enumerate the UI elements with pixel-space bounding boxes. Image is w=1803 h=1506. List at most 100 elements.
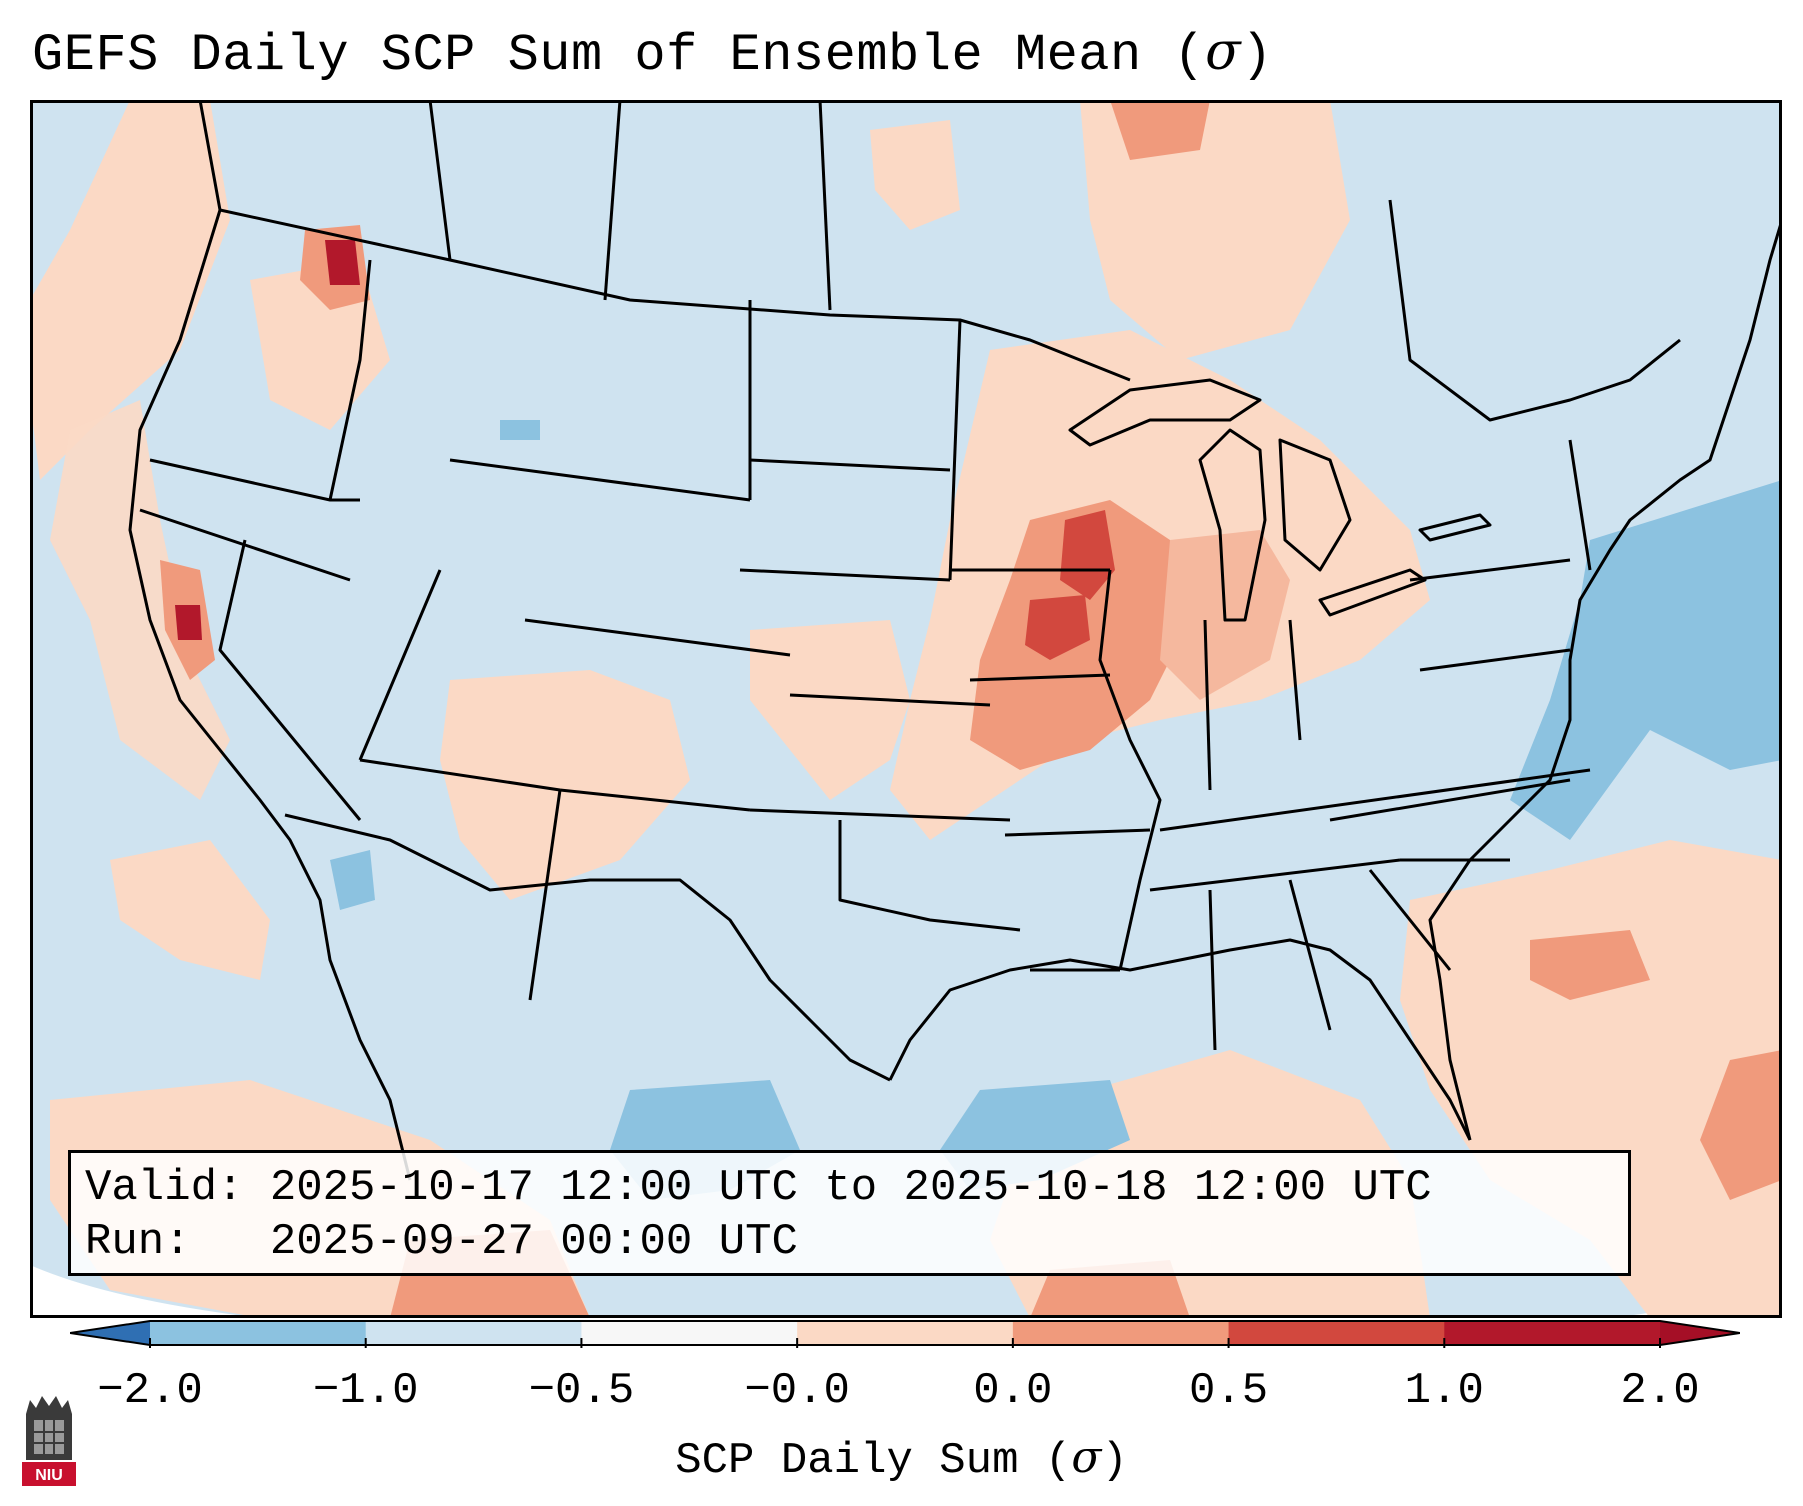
negative-area-wyoming <box>500 420 540 440</box>
state-line-nv-ut <box>358 569 442 761</box>
great-lake-michigan <box>1198 428 1267 622</box>
title-sigma: σ <box>1205 22 1242 82</box>
colorbar-segment <box>1228 1321 1445 1345</box>
state-line-nv-ca <box>218 539 362 821</box>
border-us-mexico <box>284 813 891 1082</box>
logo-text: NIU <box>35 1467 63 1484</box>
positive-area-west-coast <box>50 400 230 800</box>
colorbar-under-arrow <box>70 1321 150 1345</box>
logo-badge <box>22 1462 76 1486</box>
state-line-va-nc <box>1329 778 1571 822</box>
coastline-atlantic <box>1428 219 1782 1141</box>
border-alberta-sask <box>428 100 452 261</box>
border-nd-mn-west <box>818 100 832 311</box>
state-line-ks-ok <box>749 808 1011 822</box>
state-line-pa-ny <box>1409 558 1571 582</box>
valid-run-info-box: Valid: 2025-10-17 12:00 UTC to 2025-10-1… <box>68 1150 1631 1276</box>
great-lake-ontario <box>1418 513 1492 542</box>
colorbar-tick-label: −2.0 <box>97 1366 203 1416</box>
projection-edge-left <box>30 1265 260 1318</box>
state-line-al-ga <box>1288 879 1332 1031</box>
map-frame <box>30 100 1782 1318</box>
positive-area-plains <box>750 620 910 800</box>
moderate-area-canada <box>1110 100 1210 160</box>
colorbar-tick-label: −1.0 <box>312 1366 419 1416</box>
state-line-co-nm <box>559 788 751 812</box>
state-line-pa-south <box>1419 648 1571 672</box>
colorbar-tick-label: 2.0 <box>1620 1366 1700 1416</box>
colorbar-label-text: SCP Daily Sum ( <box>675 1436 1072 1486</box>
logo-windows <box>34 1420 64 1454</box>
colorbar-segment <box>365 1321 582 1345</box>
run-value: 2025-09-27 00:00 UTC <box>269 1217 798 1267</box>
strong-area-wash <box>325 240 360 285</box>
state-line-wy-co <box>524 618 791 657</box>
positive-area-southwest <box>440 670 690 900</box>
state-line-sd-ne <box>739 568 951 582</box>
state-line-dakota-mn <box>948 319 962 581</box>
colorbar-segment <box>150 1321 367 1345</box>
strong-area-iowa <box>1060 510 1115 600</box>
state-line-il-in <box>1203 619 1212 791</box>
map-panel <box>30 100 1782 1318</box>
colorbar-over-arrow <box>1660 1321 1740 1345</box>
state-line-ut-az <box>359 758 561 792</box>
state-line-ny-new-england <box>1568 439 1592 571</box>
colorbar-tick-label: 0.5 <box>1188 1366 1269 1416</box>
title-close: ) <box>1241 26 1273 85</box>
colorbar-segment <box>1012 1321 1230 1345</box>
moderate-area-atlantic-east <box>1700 1050 1782 1200</box>
state-line-az-nm <box>528 789 562 1001</box>
state-line-nd-sd <box>749 458 951 472</box>
colorbar-tick-label: 0.0 <box>973 1366 1053 1416</box>
border-sask-man <box>603 100 622 301</box>
niu-logo: NIU <box>22 1396 76 1486</box>
positive-area-canada-west <box>870 120 960 230</box>
negative-area-baja <box>330 850 375 910</box>
state-boundaries <box>128 100 1782 1181</box>
state-line-mt-wy <box>449 458 751 502</box>
state-line-ne-ks <box>789 693 991 707</box>
positive-area-atlantic <box>1400 840 1782 1318</box>
coastline-west <box>128 100 412 1181</box>
negative-area-atlantic <box>1510 480 1782 840</box>
colorbar-label-close: ) <box>1101 1436 1128 1486</box>
state-line-mississippi-river <box>1098 569 1162 971</box>
great-lake-huron <box>1278 438 1352 572</box>
state-line-mo-ar <box>1004 828 1151 837</box>
colorbar-tick-label: 1.0 <box>1404 1366 1484 1416</box>
state-line-in-oh <box>1288 619 1302 741</box>
great-lake-superior <box>1068 378 1262 447</box>
title-text: GEFS Daily SCP Sum of Ensemble Mean ( <box>32 26 1206 85</box>
valid-row: Valid: 2025-10-17 12:00 UTC to 2025-10-1… <box>85 1161 1614 1215</box>
colorbar-tick-label: −0.5 <box>528 1366 635 1416</box>
strong-area-california <box>175 605 202 640</box>
positive-area-pacific-nw <box>30 100 230 480</box>
border-us-canada <box>219 208 1131 382</box>
colorbar-tick-label: −0.0 <box>744 1366 850 1416</box>
colorbar-segment <box>797 1321 1014 1345</box>
state-line-ok-tx <box>838 820 1021 932</box>
border-canada-east <box>1388 199 1681 422</box>
valid-value: 2025-10-17 12:00 UTC to 2025-10-18 12:00… <box>269 1163 1432 1213</box>
valid-label: Valid: <box>85 1163 244 1213</box>
colorbar-segment <box>1444 1321 1661 1345</box>
coastline-gulf <box>888 938 1472 1141</box>
state-line-ms-al <box>1208 889 1217 1051</box>
run-label: Run: <box>85 1217 191 1267</box>
run-row: Run: 2025-09-27 00:00 UTC <box>85 1215 1614 1269</box>
strong-area-missouri <box>1025 595 1090 660</box>
state-line-idaho-east <box>328 259 372 501</box>
moderate-area-atlantic-mid <box>1530 930 1650 1000</box>
state-line-ia-mo <box>969 673 1111 682</box>
colorbar-label: SCP Daily Sum (σ) <box>0 1432 1803 1486</box>
colorbar-segment <box>581 1321 798 1345</box>
state-line-ga-sc <box>1368 869 1452 971</box>
great-lake-erie <box>1318 568 1427 617</box>
state-line-tn-south <box>1149 858 1401 892</box>
positive-area-canada <box>1080 100 1350 360</box>
chart-title: GEFS Daily SCP Sum of Ensemble Mean (σ) <box>32 22 1273 85</box>
colorbar-label-sigma: σ <box>1071 1432 1102 1483</box>
positive-area-mexico-west <box>110 840 270 980</box>
state-line-ky-tn <box>1159 768 1591 832</box>
